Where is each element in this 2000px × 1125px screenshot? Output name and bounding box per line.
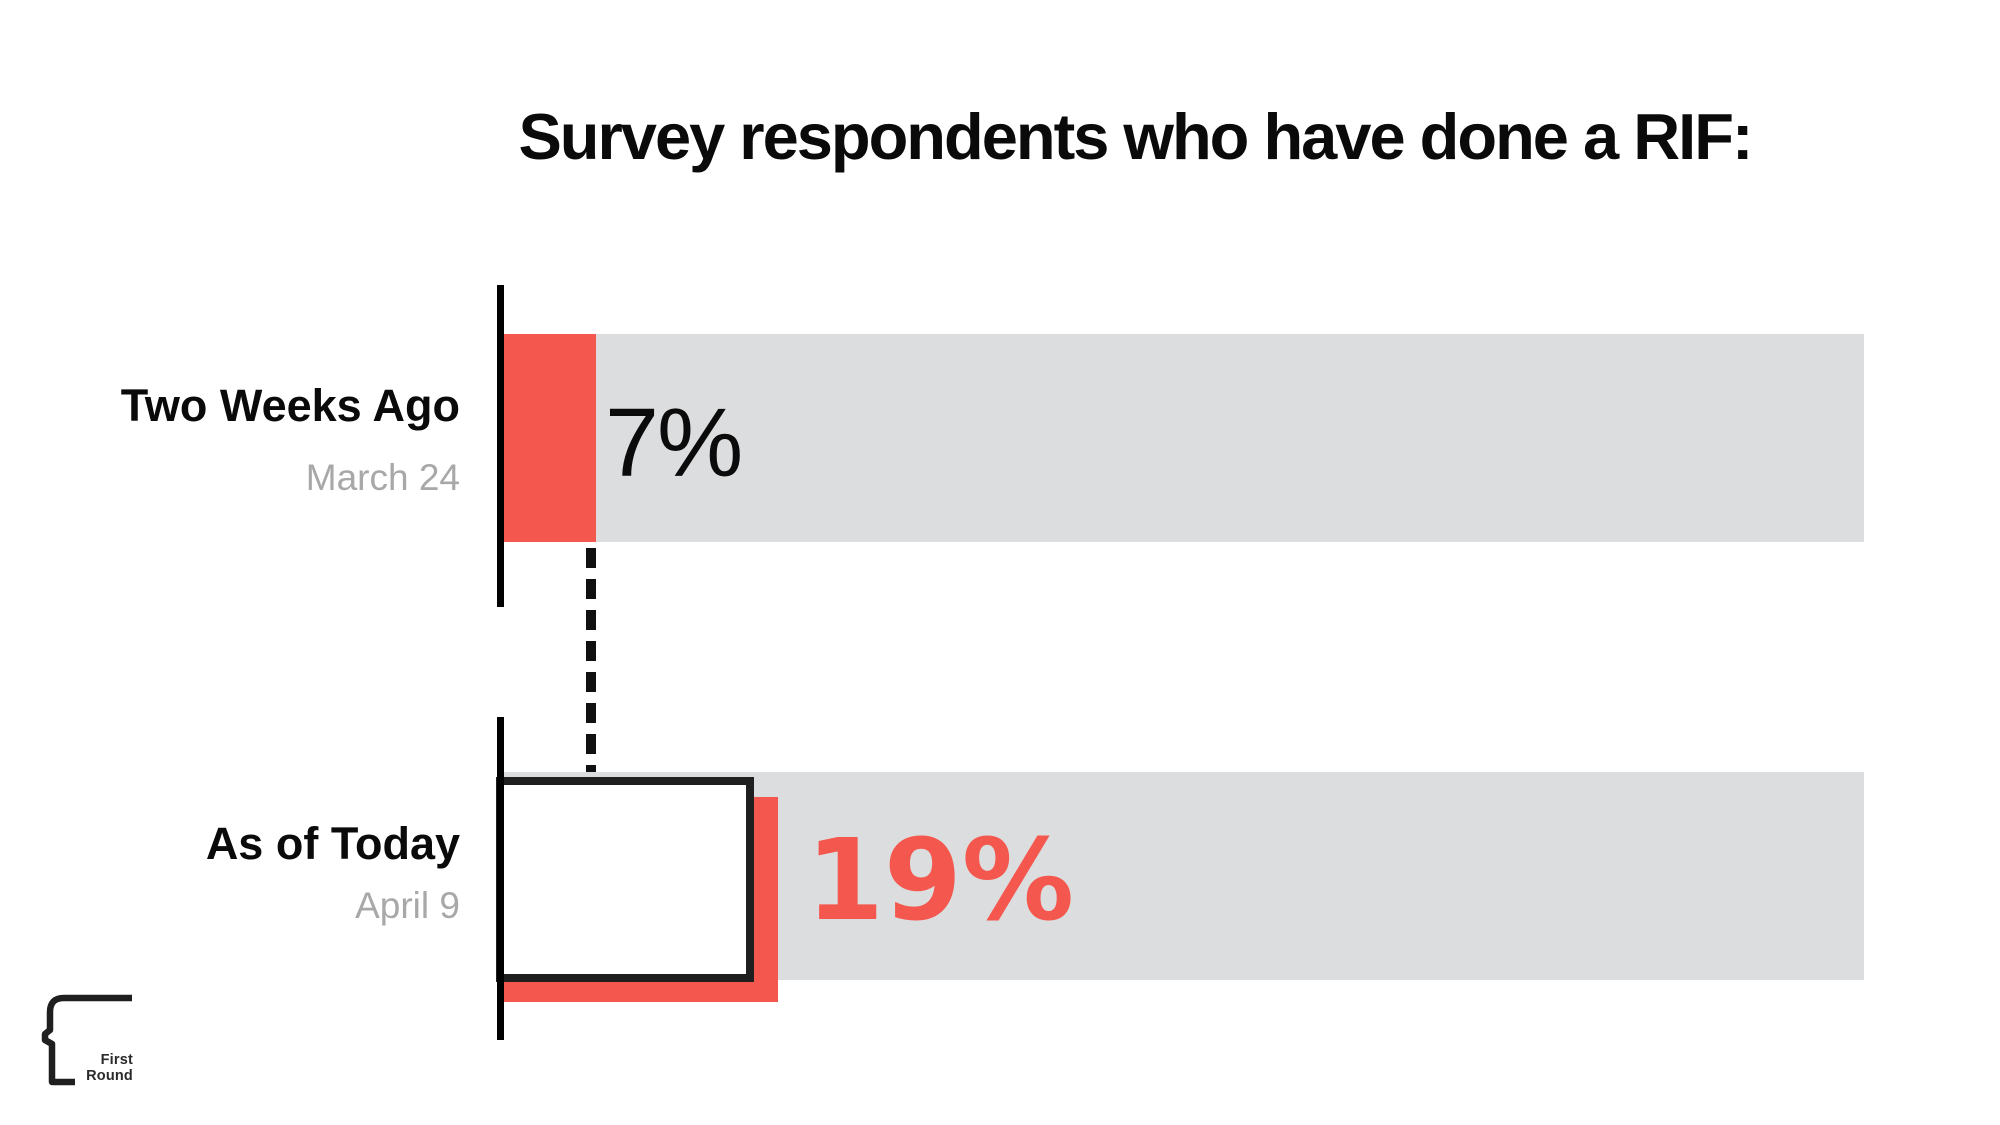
row2-value-label: 19% — [806, 816, 1075, 946]
logo-text-round: Round — [86, 1068, 133, 1084]
row1-date-label: March 24 — [305, 457, 460, 498]
row1-category-label: Two Weeks Ago — [120, 380, 460, 431]
logo-text-first: First — [100, 1052, 133, 1068]
bar-fill-row1 — [504, 334, 596, 542]
row2-category-label: As of Today — [205, 818, 460, 869]
connector-dashed-line — [586, 548, 596, 777]
bar-box-row2 — [496, 777, 754, 982]
logo-wordmark: First Round — [36, 1052, 133, 1084]
row2-axis-line — [497, 717, 504, 1040]
row2-date-label: April 9 — [355, 885, 460, 926]
row1-value-label: 7% — [605, 388, 743, 497]
first-round-bracket-icon — [41, 994, 132, 1086]
first-round-logo: First Round — [36, 990, 176, 1095]
row1-axis-line — [497, 285, 504, 607]
chart-title: Survey respondents who have done a RIF: — [518, 100, 1753, 173]
row1-track-bar — [504, 334, 1864, 542]
